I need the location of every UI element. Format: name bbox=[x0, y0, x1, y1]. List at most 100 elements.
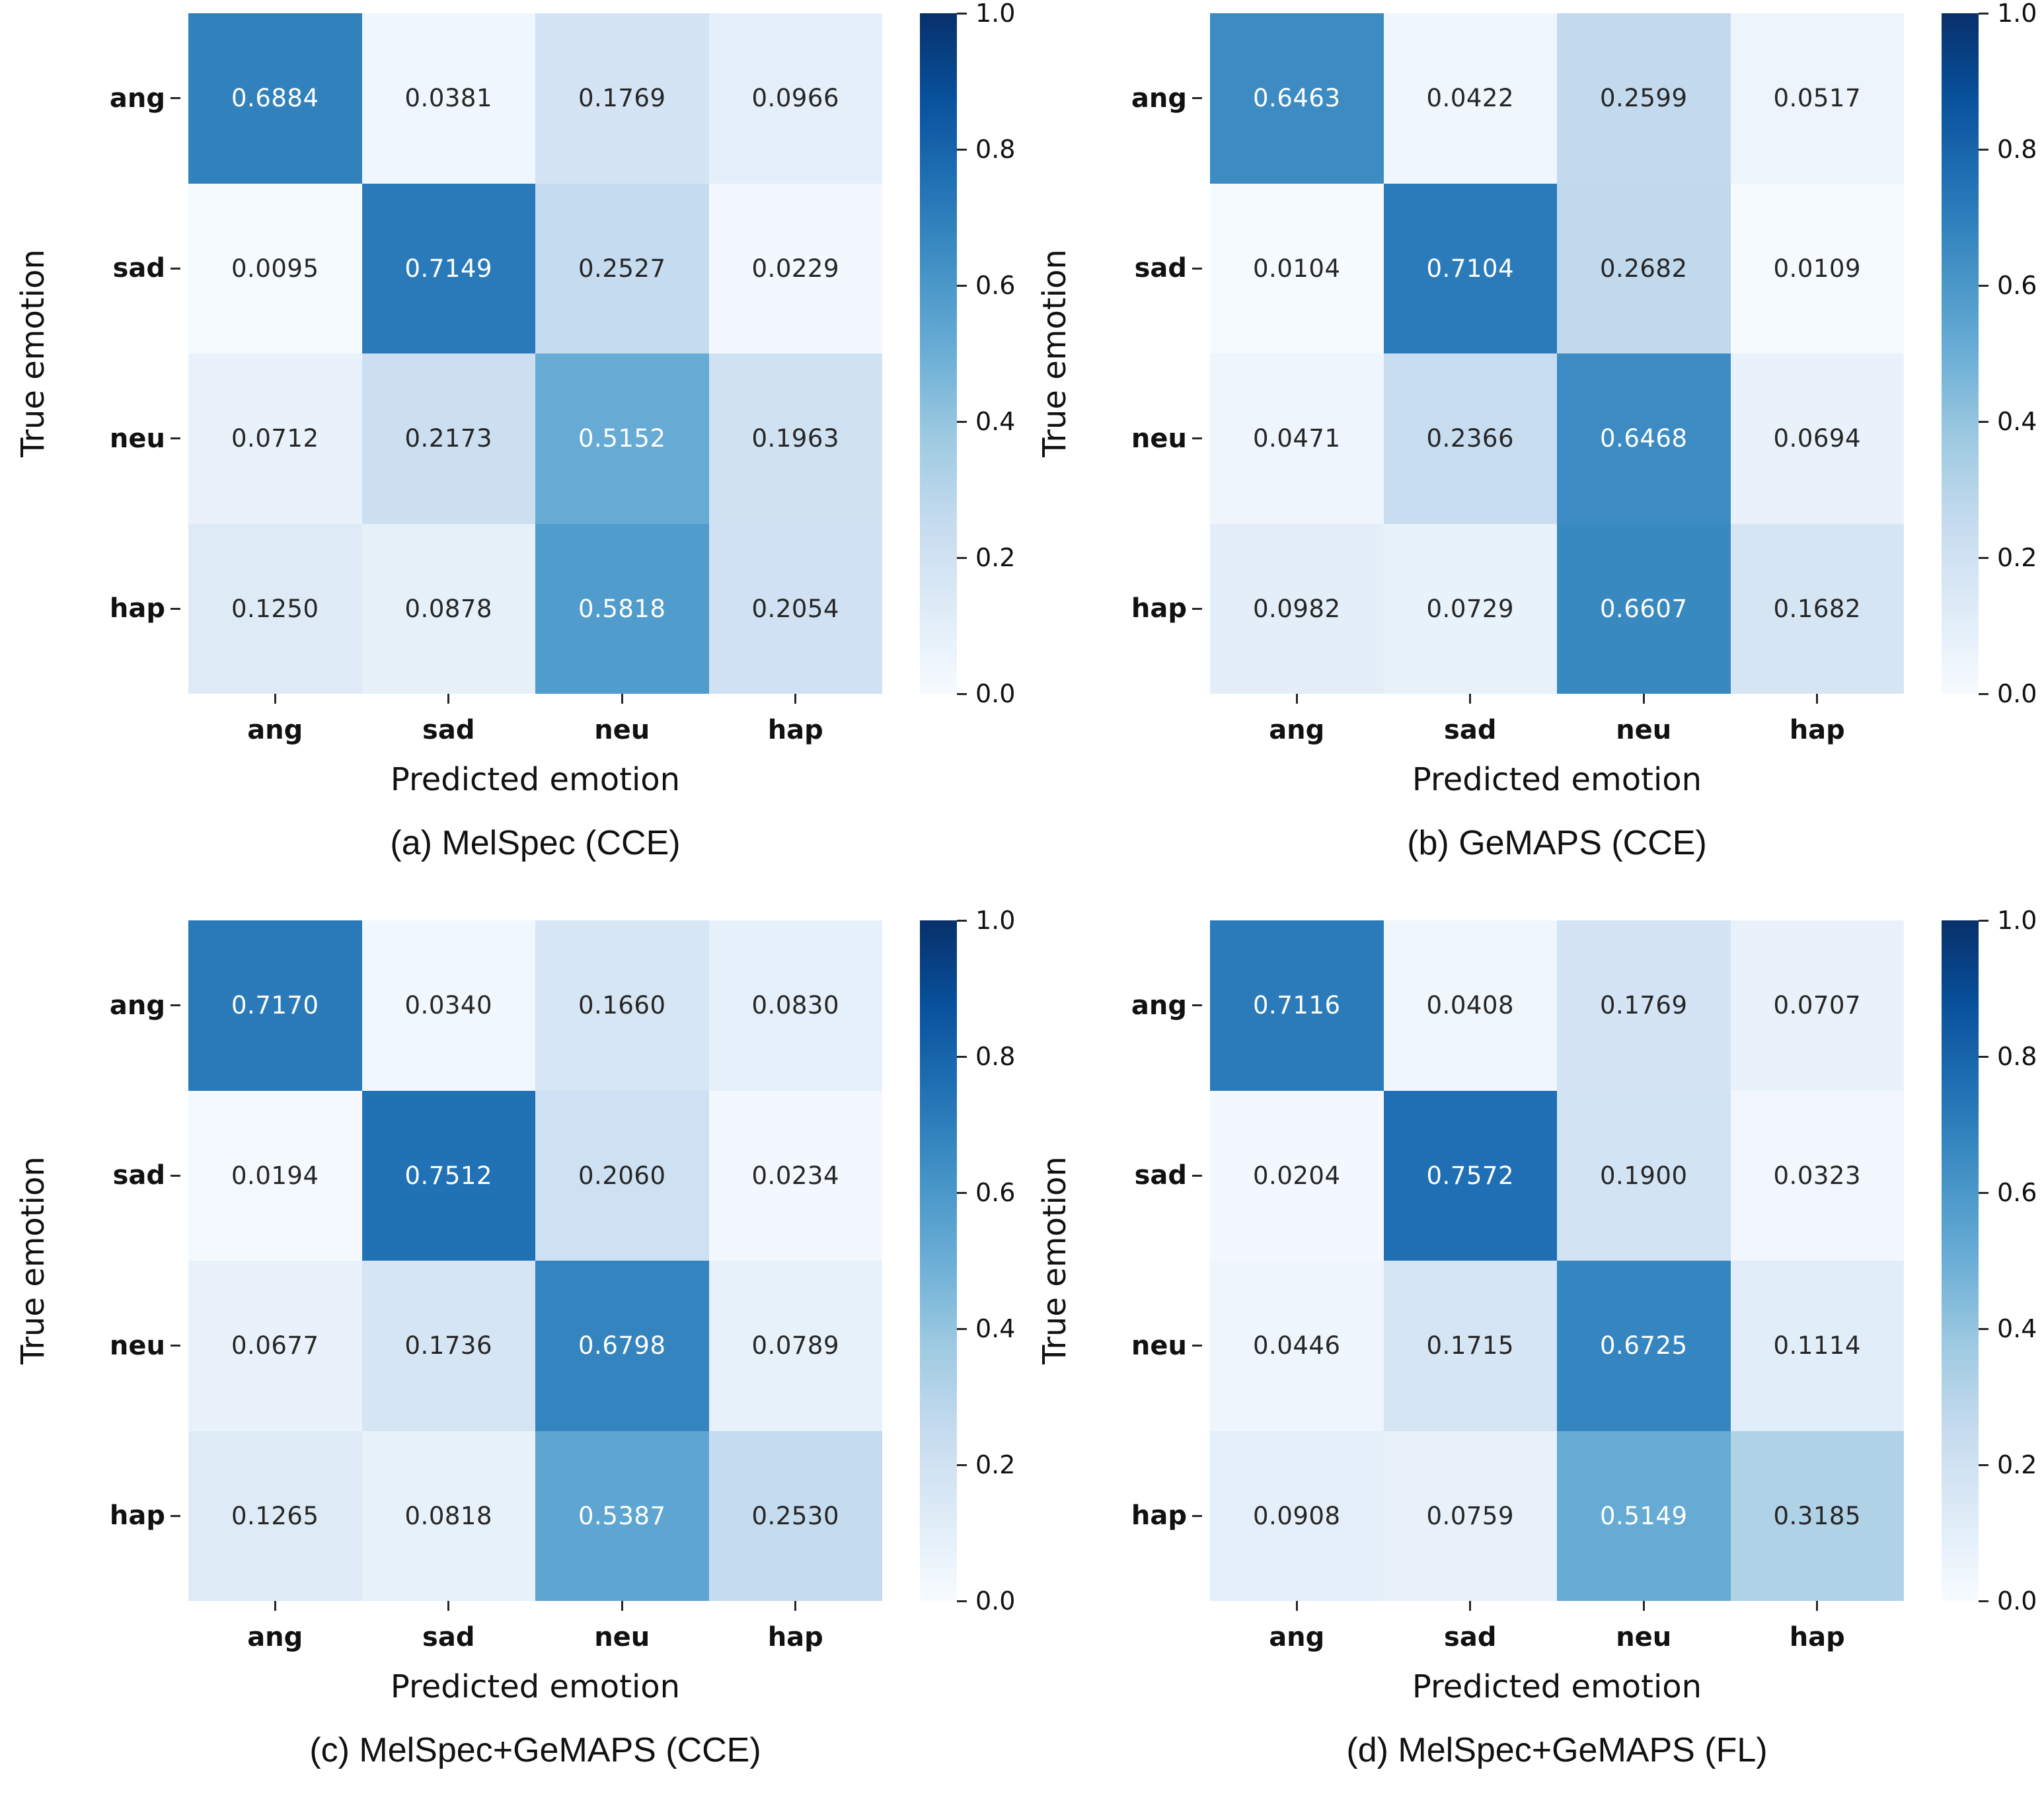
row-tick-label-sad: sad bbox=[1134, 253, 1187, 284]
heatmap-cell-r1c0: 0.0204 bbox=[1210, 1090, 1384, 1261]
colorbar-tick-label: 0.4 bbox=[975, 407, 1016, 436]
colorbar bbox=[920, 13, 957, 694]
heatmap-cell-r0c0: 0.6884 bbox=[188, 13, 362, 184]
colorbar-tick-mark bbox=[1979, 1055, 1988, 1058]
row-tick-label-ang: ang bbox=[1131, 990, 1187, 1021]
row-tick-label-neu: neu bbox=[109, 1330, 165, 1361]
col-tick-label-sad: sad bbox=[1444, 715, 1497, 745]
heatmap-cell-r1c2: 0.1900 bbox=[1557, 1090, 1731, 1261]
confusion-matrix-heatmap: 0.7116 0.0408 0.1769 0.0707 0.0204 0.7572 0.19… bbox=[1210, 920, 1904, 1601]
colorbar-tick-mark bbox=[957, 1600, 967, 1602]
x-tick-mark bbox=[447, 1601, 450, 1611]
colorbar-tick-mark bbox=[1979, 556, 1988, 559]
heatmap-cell-r3c0: 0.0982 bbox=[1210, 523, 1384, 694]
heatmap-cell-r0c2: 0.2599 bbox=[1557, 13, 1731, 184]
row-tick-label-hap: hap bbox=[1131, 593, 1187, 624]
colorbar-tick-label: 0.0 bbox=[975, 679, 1016, 708]
y-tick-mark bbox=[1192, 97, 1202, 100]
row-tick-label-neu: neu bbox=[1131, 423, 1187, 454]
col-tick-label-ang: ang bbox=[247, 1622, 303, 1652]
heatmap-cell-r2c2: 0.6468 bbox=[1557, 353, 1731, 524]
heatmap-cell-r1c0: 0.0095 bbox=[188, 183, 362, 353]
x-tick-mark bbox=[274, 694, 276, 704]
col-tick-label-hap: hap bbox=[767, 715, 823, 745]
col-tick-label-neu: neu bbox=[1616, 1622, 1672, 1652]
confusion-matrix-panel-b: True emotion 0.6463 0.0422 0.2599 0.0517 0.0… bbox=[1022, 0, 2043, 907]
row-tick-label-hap: hap bbox=[109, 1500, 165, 1532]
colorbar-tick-mark bbox=[957, 420, 967, 423]
confusion-matrix-panel-d: True emotion 0.7116 0.0408 0.1769 0.0707 0.0… bbox=[1022, 906, 2043, 1814]
heatmap-cell-r1c2: 0.2060 bbox=[535, 1090, 709, 1261]
x-tick-mark bbox=[1295, 1601, 1298, 1611]
y-tick-mark bbox=[170, 437, 180, 440]
row-tick-label-hap: hap bbox=[109, 593, 165, 624]
colorbar-tick-mark bbox=[957, 556, 967, 559]
colorbar-tick-label: 0.2 bbox=[975, 543, 1016, 572]
colorbar-tick-label: 0.0 bbox=[1997, 1586, 2037, 1615]
y-tick-mark bbox=[1192, 437, 1202, 440]
y-tick-mark bbox=[1192, 607, 1202, 610]
colorbar-tick-label: 0.8 bbox=[1997, 1042, 2037, 1071]
heatmap-cell-r1c1: 0.7149 bbox=[361, 183, 535, 353]
colorbar-tick-label: 0.6 bbox=[975, 1178, 1016, 1207]
heatmap-cell-r2c0: 0.0471 bbox=[1210, 353, 1384, 524]
heatmap-cell-r3c2: 0.6607 bbox=[1557, 523, 1731, 694]
x-axis-label: Predicted emotion bbox=[390, 761, 681, 798]
colorbar-tick-mark bbox=[957, 919, 967, 922]
colorbar-tick-mark bbox=[1979, 692, 1988, 695]
x-axis-label: Predicted emotion bbox=[390, 1668, 681, 1705]
colorbar-tick-mark bbox=[957, 1191, 967, 1194]
row-tick-label-neu: neu bbox=[109, 423, 165, 454]
y-tick-mark bbox=[1192, 1174, 1202, 1177]
confusion-matrix-panel-c: True emotion 0.7170 0.0340 0.1660 0.0830 0.0… bbox=[0, 906, 1022, 1814]
heatmap-cell-r3c3: 0.3185 bbox=[1730, 1430, 1904, 1601]
x-tick-mark bbox=[794, 1601, 797, 1611]
y-tick-mark bbox=[170, 1004, 180, 1007]
x-tick-mark bbox=[1642, 1601, 1645, 1611]
heatmap-cell-r3c3: 0.2054 bbox=[708, 523, 882, 694]
colorbar-tick-mark bbox=[1979, 1600, 1988, 1602]
confusion-matrix-panel-a: True emotion 0.6884 0.0381 0.1769 0.0966 0.0… bbox=[0, 0, 1022, 907]
col-tick-label-sad: sad bbox=[422, 1622, 475, 1652]
y-tick-mark bbox=[170, 1514, 180, 1517]
col-tick-label-ang: ang bbox=[1269, 1622, 1325, 1652]
heatmap-cell-r3c1: 0.0759 bbox=[1383, 1430, 1557, 1601]
colorbar-tick-label: 0.2 bbox=[1997, 1450, 2037, 1479]
colorbar-tick-mark bbox=[1979, 12, 1988, 15]
heatmap-cell-r0c1: 0.0422 bbox=[1383, 13, 1557, 184]
x-tick-mark bbox=[1816, 694, 1819, 704]
heatmap-cell-r1c1: 0.7104 bbox=[1383, 183, 1557, 353]
heatmap-cell-r2c3: 0.0694 bbox=[1730, 353, 1904, 524]
row-tick-label-hap: hap bbox=[1131, 1500, 1187, 1532]
heatmap-cell-r1c3: 0.0229 bbox=[708, 183, 882, 353]
heatmap-cell-r3c1: 0.0818 bbox=[361, 1430, 535, 1601]
heatmap-cell-r2c1: 0.1715 bbox=[1383, 1261, 1557, 1431]
colorbar-tick-label: 0.6 bbox=[1997, 1178, 2037, 1207]
heatmap-cell-r1c2: 0.2682 bbox=[1557, 183, 1731, 353]
col-tick-label-sad: sad bbox=[422, 715, 475, 745]
x-tick-mark bbox=[621, 1601, 623, 1611]
heatmap-cell-r3c1: 0.0729 bbox=[1383, 523, 1557, 694]
x-tick-mark bbox=[274, 1601, 276, 1611]
heatmap-cell-r1c2: 0.2527 bbox=[535, 183, 709, 353]
x-tick-mark bbox=[1469, 1601, 1472, 1611]
heatmap-cell-r1c3: 0.0109 bbox=[1730, 183, 1904, 353]
heatmap-cell-r0c2: 0.1660 bbox=[535, 920, 709, 1091]
heatmap-cell-r2c2: 0.6725 bbox=[1557, 1261, 1731, 1431]
heatmap-cell-r3c0: 0.0908 bbox=[1210, 1430, 1384, 1601]
colorbar-tick-label: 0.8 bbox=[975, 135, 1016, 164]
colorbar-tick-label: 1.0 bbox=[1997, 0, 2037, 28]
heatmap-cell-r3c2: 0.5818 bbox=[535, 523, 709, 694]
col-tick-label-sad: sad bbox=[1444, 1622, 1497, 1652]
heatmap-cell-r2c2: 0.6798 bbox=[535, 1261, 709, 1431]
y-tick-mark bbox=[170, 1174, 180, 1177]
colorbar-tick-label: 0.8 bbox=[975, 1042, 1016, 1071]
y-tick-mark bbox=[1192, 1004, 1202, 1007]
heatmap-cell-r2c1: 0.1736 bbox=[361, 1261, 535, 1431]
colorbar-tick-mark bbox=[957, 692, 967, 695]
heatmap-cell-r1c0: 0.0194 bbox=[188, 1090, 362, 1261]
colorbar-tick-mark bbox=[957, 12, 967, 15]
heatmap-cell-r2c3: 0.1114 bbox=[1730, 1261, 1904, 1431]
heatmap-cell-r3c2: 0.5149 bbox=[1557, 1430, 1731, 1601]
